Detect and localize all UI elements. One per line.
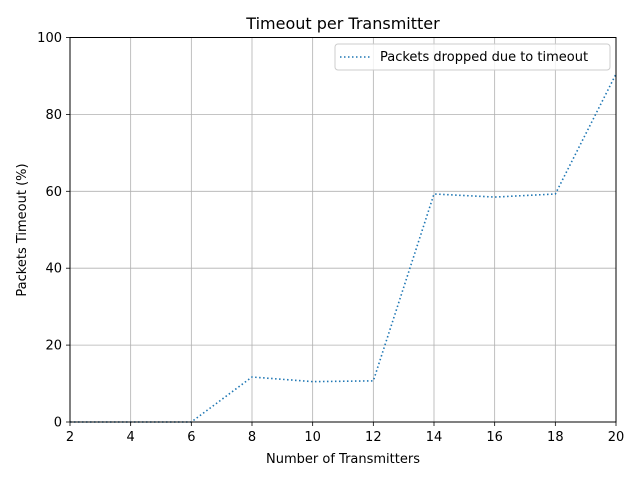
x-tick-label: 10 <box>304 430 321 445</box>
x-tick-label: 18 <box>547 430 564 445</box>
plot-frame <box>69 37 617 423</box>
x-tick-label: 20 <box>608 430 625 445</box>
chart-title: Timeout per Transmitter <box>245 14 440 33</box>
x-tick-label: 8 <box>248 430 256 445</box>
x-tick-label: 16 <box>486 430 503 445</box>
x-axis-label: Number of Transmitters <box>266 452 420 467</box>
x-tick-label: 4 <box>127 430 135 445</box>
legend-label: Packets dropped due to timeout <box>380 50 588 65</box>
y-tick-label: 60 <box>45 185 62 200</box>
series-layer <box>70 73 617 423</box>
x-tick-label: 2 <box>66 430 74 445</box>
y-tick-label: 20 <box>45 339 62 354</box>
x-tick-label: 14 <box>426 430 443 445</box>
y-tick-label: 100 <box>37 31 62 46</box>
y-tick-label: 80 <box>45 108 62 123</box>
x-tick-label: 6 <box>187 430 195 445</box>
y-axis-label: Packets Timeout (%) <box>15 163 30 296</box>
axis-ticks: 2 4 6 8 10 12 14 16 18 20 0 20 40 60 80 100 <box>37 31 624 445</box>
x-tick-label: 12 <box>365 430 382 445</box>
y-tick-label: 0 <box>54 416 62 431</box>
legend: Packets dropped due to timeout <box>334 43 611 71</box>
series-line <box>70 73 617 423</box>
y-tick-label: 40 <box>45 262 62 277</box>
legend-box <box>334 43 611 71</box>
